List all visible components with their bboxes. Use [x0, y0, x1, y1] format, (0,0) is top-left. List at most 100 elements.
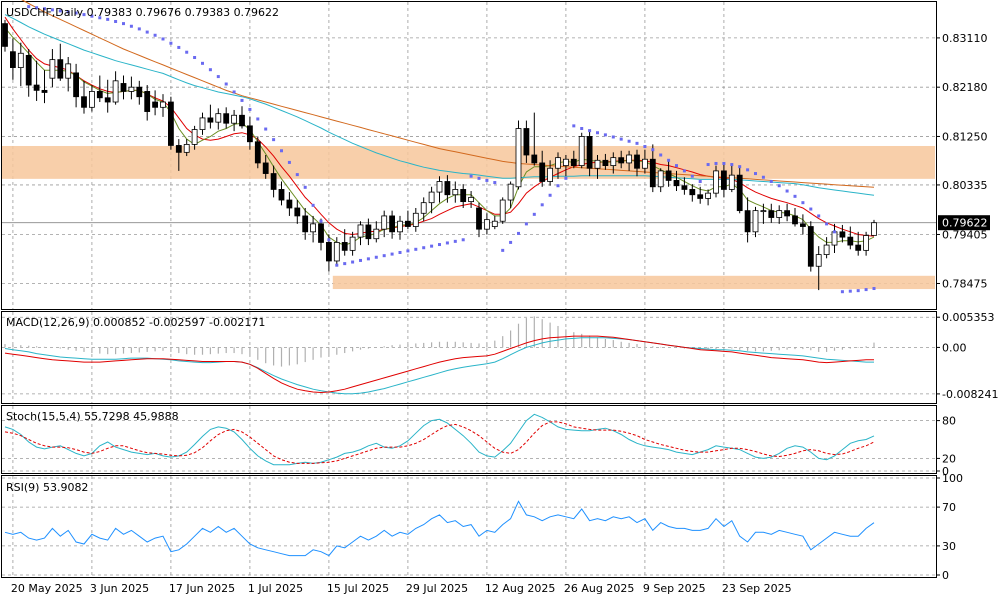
psar-dot: [485, 178, 489, 182]
psar-dot: [793, 194, 797, 198]
date-axis-label: 23 Sep 2025: [722, 582, 792, 595]
price-axis-tick-label: 0.82180: [942, 81, 988, 94]
bear-candle: [602, 159, 609, 166]
psar-dot: [287, 160, 291, 164]
bull-candle: [215, 113, 222, 123]
rsi-panel[interactable]: [1, 475, 937, 578]
price-axis-tick-label: 0.81250: [942, 130, 988, 143]
rsi-axis-tick-label: 0: [942, 569, 949, 582]
psar-dot: [98, 16, 102, 20]
bear-candle: [270, 173, 277, 190]
psar-dot: [840, 290, 844, 294]
bull-candle: [373, 228, 380, 240]
bear-candle: [57, 59, 64, 79]
psar-dot: [761, 175, 765, 179]
stoch_main-line: [4, 413, 875, 466]
current-price-tag: 0.79622: [938, 215, 990, 231]
psar-dot: [659, 153, 663, 157]
psar-dot: [327, 238, 331, 242]
psar-dot: [564, 176, 568, 180]
bear-candle: [855, 244, 862, 251]
psar-dot: [682, 169, 686, 173]
bull-candle: [412, 212, 419, 227]
psar-dot: [556, 184, 560, 188]
bull-candle: [626, 154, 632, 164]
psar-dot: [469, 174, 473, 178]
bear-candle: [365, 224, 372, 240]
psar-dot: [406, 249, 410, 253]
psar-dot: [833, 230, 836, 234]
psar-dot: [572, 124, 576, 128]
bull-candle: [468, 196, 475, 203]
support-resistance-zones: [2, 145, 935, 290]
psar-dot: [461, 238, 465, 242]
bear-candle: [665, 170, 672, 181]
bull-candle: [642, 158, 648, 169]
bear-candle: [104, 97, 111, 103]
psar-dot: [422, 246, 426, 250]
bear-candle: [570, 158, 577, 166]
psar-dot: [501, 248, 505, 252]
psar-dot: [185, 50, 189, 54]
bear-candle: [120, 83, 127, 92]
psar-dot: [848, 289, 852, 293]
bull-candle: [752, 210, 759, 233]
bull-candle: [333, 242, 340, 262]
bear-candle: [167, 101, 174, 146]
bear-candle: [278, 189, 285, 201]
bear-candle: [144, 91, 151, 112]
psar-dot: [872, 287, 876, 291]
date-axis-label: 15 Jul 2025: [327, 582, 389, 595]
psar-dot: [453, 239, 457, 243]
psar-dot: [351, 260, 355, 264]
bear-candle: [476, 207, 482, 230]
rsi-axis-tick-label: 100: [942, 472, 963, 485]
date-axis-label: 17 Jun 2025: [169, 582, 235, 595]
bear-candle: [681, 185, 688, 190]
date-axis-label: 12 Aug 2025: [485, 582, 555, 595]
bull-candle: [823, 244, 830, 256]
bear-candle: [246, 125, 253, 143]
psar-dot: [398, 250, 402, 254]
bull-candle: [436, 181, 443, 193]
psar-dot: [746, 168, 750, 172]
bull-candle: [112, 80, 119, 103]
psar-dot: [295, 173, 299, 177]
psar-dot: [825, 222, 829, 226]
bear-candle: [302, 215, 309, 233]
bull-candle: [199, 117, 206, 130]
psar-dot: [777, 184, 781, 188]
psar-dot: [540, 203, 544, 207]
psar-dot: [864, 288, 868, 292]
psar-dot: [224, 82, 228, 86]
bear-candle: [800, 223, 806, 227]
bear-candle: [262, 162, 269, 174]
psar-dot: [303, 185, 307, 189]
bull-candle: [160, 101, 166, 108]
psar-dot: [58, 9, 62, 13]
psar-dot: [161, 37, 165, 41]
psar-dot: [359, 258, 362, 262]
stoch-axis-tick-label: 20: [942, 452, 956, 465]
psar-dot: [256, 117, 260, 121]
date-axis-label: 3 Jun 2025: [90, 582, 149, 595]
psar-dot: [817, 214, 821, 218]
bear-candle: [673, 180, 680, 187]
psar-dot: [769, 179, 773, 183]
psar-dot: [667, 158, 671, 162]
psar-dot: [366, 257, 370, 261]
bear-candle: [81, 96, 87, 108]
bull-candle: [610, 157, 617, 166]
bear-candle: [689, 189, 696, 196]
price-axis-tick-label: 0.80335: [942, 179, 988, 192]
bear-candle: [839, 231, 846, 238]
bull-candle: [776, 210, 783, 218]
psar-dot: [651, 148, 655, 152]
psar-dot: [114, 19, 118, 23]
psar-dot: [272, 138, 276, 142]
price-axis-tick-label: 0.79405: [942, 228, 988, 241]
macd-title: MACD(12,26,9) 0.000852 -0.002597 -0.0021…: [6, 316, 265, 329]
stoch-panel[interactable]: [1, 405, 937, 474]
current-price-tag-bg: [938, 215, 990, 231]
